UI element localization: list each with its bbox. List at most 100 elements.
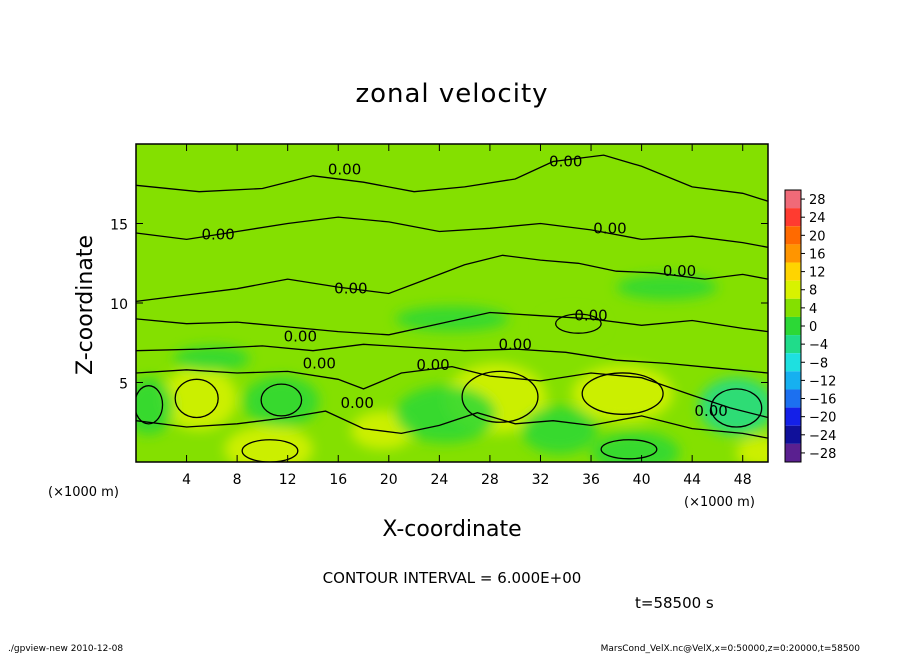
colorbar-label: −24 [809, 429, 836, 444]
closed-contour [174, 378, 219, 419]
zero-contour [136, 311, 768, 336]
contour-lines [136, 154, 768, 462]
x-tick-label: 12 [279, 472, 297, 488]
x-axis-title: X-coordinate [382, 517, 521, 542]
colorbar-swatch [785, 316, 801, 336]
colorbar-swatch [785, 298, 801, 317]
contour-interval-text: CONTOUR INTERVAL = 6.000E+00 [323, 569, 582, 587]
colorbar-label: 28 [809, 193, 826, 208]
field-blob [521, 406, 598, 455]
contour-label: 0.00 [694, 402, 727, 420]
closed-contour [600, 439, 658, 460]
x-tick-label: 20 [380, 472, 398, 488]
colorbar-label: 24 [809, 211, 826, 226]
colorbar-label: 12 [809, 266, 826, 281]
contour-label: 0.00 [284, 327, 317, 345]
colorbar-label: 4 [809, 302, 817, 317]
colorbar: 28 24 20 16 12 8 4 0 −4 −8 −12 −16 −20 −24 −28 [784, 189, 836, 463]
field-blob [736, 436, 768, 462]
footer-left: ./gpview-new 2010-12-08 [8, 644, 123, 654]
contour-label: 0.00 [663, 262, 696, 280]
field-blob [173, 345, 250, 372]
y-tick-label: 5 [119, 377, 128, 393]
closed-contour [710, 388, 763, 428]
field-blob [616, 274, 718, 300]
closed-contour [581, 372, 664, 415]
colorbar-swatch [785, 425, 801, 444]
colorbar-label: −28 [809, 447, 836, 462]
x-tick-label: 24 [430, 472, 448, 488]
contour-label: 0.00 [303, 354, 336, 372]
colorbar-label: −12 [809, 374, 836, 389]
colorbar-swatch [785, 335, 801, 354]
y-tick-label: 15 [110, 218, 128, 234]
zero-contour [136, 216, 768, 248]
colorbar-swatch [785, 389, 801, 408]
colorbar-label: −20 [809, 411, 836, 426]
colorbar-swatch [785, 244, 801, 263]
chart-title: zonal velocity [355, 79, 548, 109]
closed-contour [260, 383, 303, 417]
colorbar-swatch [785, 190, 801, 209]
colorbar-swatch [785, 371, 801, 390]
zero-contour [136, 154, 768, 202]
field-blob [136, 377, 174, 435]
closed-contour [136, 385, 164, 425]
footer-right: MarsCond_VelX.nc@VelX,x=0:50000,z=0:2000… [601, 644, 861, 654]
x-tick-label: 28 [481, 472, 499, 488]
colorbar-label: 8 [809, 284, 817, 299]
contour-label: 0.00 [334, 280, 367, 298]
y-axis-title: Z-coordinate [73, 235, 98, 375]
field-blob [591, 431, 680, 462]
time-text: t=58500 s [635, 594, 714, 612]
colorbar-swatch [785, 226, 801, 245]
x-unit-note-right: (×1000 m) [684, 495, 755, 510]
colorbar-swatch [785, 262, 801, 281]
zero-contour [136, 410, 768, 439]
field-layer: 0.00 0.00 0.00 0.00 0.00 0.00 0.00 0.00 0.00 0.00… [136, 144, 768, 462]
colorbar-swatch [785, 280, 801, 299]
contour-label: 0.00 [549, 152, 582, 170]
closed-contour [554, 313, 602, 334]
colorbar-label: −8 [809, 356, 828, 371]
colorbar-swatch [785, 443, 801, 462]
x-axis-ticks: 4 8 12 16 20 24 28 32 36 40 44 48 [182, 144, 752, 488]
x-tick-label: 36 [582, 472, 600, 488]
zero-contour [136, 254, 768, 303]
colorbar-label: 20 [809, 229, 826, 244]
field-blob [395, 306, 509, 332]
contour-label: 0.00 [328, 160, 361, 178]
field-blobs [136, 274, 768, 462]
colorbar-swatch [785, 208, 801, 227]
colorbar-swatch [785, 407, 801, 426]
contour-label: 0.00 [593, 219, 626, 237]
contour-label: 0.00 [340, 394, 373, 412]
colorbar-label: −4 [809, 338, 828, 353]
plot-area: 0.00 0.00 0.00 0.00 0.00 0.00 0.00 0.00 0.00 0.00… [135, 143, 769, 463]
x-unit-note-left: (×1000 m) [48, 485, 119, 500]
x-tick-label: 44 [683, 472, 701, 488]
contour-label: 0.00 [574, 307, 607, 325]
x-tick-label: 8 [233, 472, 242, 488]
colorbar-label: 16 [809, 247, 826, 262]
x-tick-label: 16 [329, 472, 347, 488]
zero-contour [136, 365, 768, 419]
y-tick-label: 10 [110, 297, 128, 313]
colorbar-label: −16 [809, 393, 836, 408]
colorbar-swatch [785, 353, 801, 372]
field-blob [224, 425, 313, 462]
x-tick-label: 4 [182, 472, 191, 488]
field-blob [161, 366, 238, 431]
y-axis-ticks: 5 10 15 [110, 218, 768, 393]
x-tick-label: 32 [532, 472, 550, 488]
x-tick-label: 40 [633, 472, 651, 488]
field-blob [395, 385, 497, 443]
contour-label: 0.00 [416, 356, 449, 374]
contour-label: 0.00 [201, 226, 234, 244]
closed-contour [461, 370, 539, 423]
x-tick-label: 48 [734, 472, 752, 488]
contour-label: 0.00 [498, 335, 531, 353]
zero-contour [136, 343, 768, 374]
colorbar-label: 0 [809, 320, 817, 335]
